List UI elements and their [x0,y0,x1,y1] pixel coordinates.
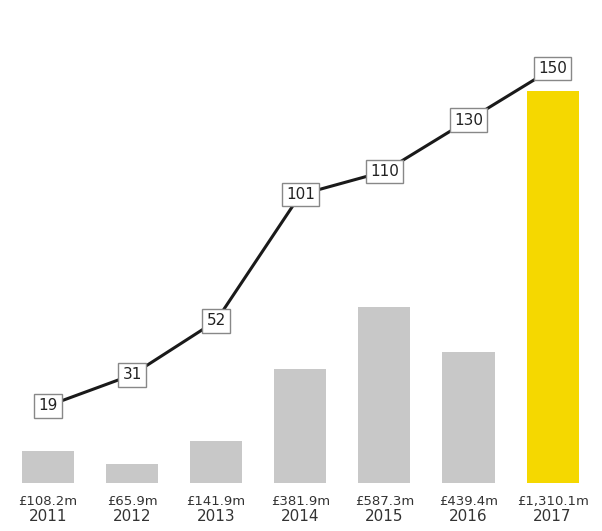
Bar [274,369,326,483]
Text: 2015: 2015 [365,509,403,524]
Text: 101: 101 [286,187,315,202]
Text: 2013: 2013 [197,509,235,524]
Text: £587.3m: £587.3m [355,495,414,508]
Text: £65.9m: £65.9m [107,495,157,508]
Bar [190,441,242,483]
Text: 52: 52 [206,313,226,328]
Bar [358,307,411,483]
Text: 150: 150 [538,61,567,76]
Bar [442,352,495,483]
Text: 110: 110 [370,164,399,179]
Bar [106,464,158,483]
Text: 2011: 2011 [29,509,67,524]
Bar [22,451,74,483]
Text: 130: 130 [454,113,483,127]
Bar [527,91,579,483]
Text: 2016: 2016 [449,509,488,524]
Text: 19: 19 [38,398,58,413]
Text: £1,310.1m: £1,310.1m [517,495,589,508]
Text: 2017: 2017 [533,509,572,524]
Text: £141.9m: £141.9m [187,495,246,508]
Text: £439.4m: £439.4m [439,495,498,508]
Text: £108.2m: £108.2m [18,495,78,508]
Text: 2014: 2014 [281,509,320,524]
Text: £381.9m: £381.9m [271,495,330,508]
Text: 2012: 2012 [113,509,151,524]
Text: 31: 31 [122,367,141,382]
